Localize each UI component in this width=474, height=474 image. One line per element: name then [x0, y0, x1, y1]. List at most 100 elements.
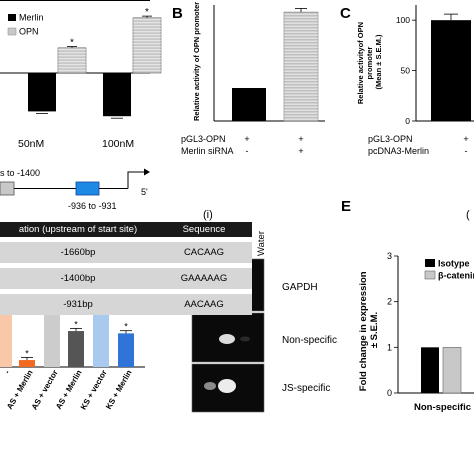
gel-lane-label-water: Water	[256, 231, 267, 256]
panel-label-c: C	[340, 5, 351, 22]
legend-swatch-beta-catenin	[424, 270, 436, 280]
legend-label-merlin: Merlin	[19, 13, 44, 23]
chart-c: C Relative activityof OPN promoter (Mean…	[340, 5, 474, 156]
chart-e-y-tick-label: 1	[387, 342, 392, 352]
gel-row-label-non-specific: Non-specific	[282, 335, 337, 346]
panel-label-b: B	[172, 5, 183, 22]
bar-opn-1	[132, 17, 162, 74]
chart-b-ylabel-line: Relative activity of OPN promoter ± S.E.…	[192, 0, 201, 121]
legend-swatch-merlin	[8, 14, 16, 21]
promoter-site-label: -936 to -931	[68, 201, 117, 211]
table-row: -1400bp GAAAAAG	[0, 263, 252, 292]
chart-b-row-label-pgl3: pGL3-OPN	[181, 134, 226, 144]
sequence-table-header-sequence: Sequence	[156, 222, 252, 240]
chart-e: E ( Fold change in expression ± S.E.M. 3…	[341, 198, 474, 413]
sequence-motif-cell: AACAAG	[156, 289, 252, 315]
bar-b-1	[232, 88, 266, 121]
chart-b-row-label-sirna: Merlin siRNA	[181, 146, 234, 156]
chart-c-cond-1-1: +	[463, 134, 468, 144]
chart-c-ylabel-line-1: Relative activityof OPN	[356, 22, 365, 104]
chart-e-x-tick-label: Non-specific	[414, 402, 471, 413]
chart-b: B Relative activity of OPN promoter ± S.…	[172, 0, 325, 156]
gel-band-nonspecific-igg	[240, 336, 250, 342]
bar-merlin-0	[28, 73, 56, 112]
bar-a-bottom-1	[19, 360, 35, 367]
promoter-arrowhead	[144, 168, 150, 176]
chart-c-row-label-merlin: pcDNA3-Merlin	[368, 146, 429, 156]
gel-band-js-input	[218, 379, 236, 393]
gel-strip-non-specific	[191, 312, 265, 363]
sequence-motif-cell: CACAAG	[156, 237, 252, 266]
table-row: -931bp AACAAG	[0, 289, 252, 315]
sequence-table-header-location: ation (upstream of start site)	[0, 222, 156, 240]
promoter-range-label: s to -1400	[0, 168, 40, 178]
x-tick-label-100nm: 100nM	[102, 138, 134, 150]
bar-opn-0	[57, 47, 87, 74]
sequence-table: ation (upstream of start site) Sequence …	[0, 222, 252, 315]
significance-star: *	[74, 319, 78, 329]
bar-e-1	[442, 347, 462, 394]
gel-row-label-gapdh: GAPDH	[282, 282, 318, 293]
chart-c-row-label-pgl3: pGL3-OPN	[368, 134, 413, 144]
panel-label-e: E	[341, 198, 351, 215]
sequence-motif-cell: GAAAAAG	[156, 263, 252, 292]
chart-c-cond-2-1: -	[465, 146, 468, 156]
legend-label-opn: OPN	[19, 27, 39, 37]
x-tick-label-a-bottom: KS + Merlin	[104, 368, 134, 411]
legend-label-isotype: Isotype	[438, 259, 470, 269]
sequence-position-cell: -931bp	[0, 289, 156, 315]
sequence-table-header: ation (upstream of start site) Sequence	[0, 222, 252, 240]
legend-label-beta-catenin: β-catenin	[438, 271, 474, 281]
bar-e-0	[421, 347, 439, 393]
significance-star: *	[124, 322, 128, 332]
table-row: -1660bp CACAAG	[0, 237, 252, 266]
chart-c-y-tick-label: 0	[405, 116, 410, 126]
bar-b-2	[283, 11, 319, 122]
sequence-position-cell: -1660bp	[0, 237, 156, 266]
legend-swatch-isotype	[425, 259, 435, 267]
chart-e-subpanel-label: (	[466, 209, 470, 221]
chart-c-y-tick-label: 100	[396, 15, 410, 25]
x-tick-label-50nm: 50nM	[18, 138, 44, 150]
chart-c-ylabel: Relative activityof OPN promoter (Mean ±…	[356, 20, 383, 104]
promoter-start-arrow	[127, 171, 144, 189]
gel-row-label-js-specific: JS-specific	[282, 383, 330, 394]
chart-b-cond-1-1: +	[244, 134, 249, 144]
chart-b-cond-2-2: +	[298, 146, 303, 156]
sequence-position-cell: -1400bp	[0, 263, 156, 292]
gel-band-js-chip	[204, 382, 216, 390]
bar-a-bottom-2	[44, 310, 60, 367]
chart-e-ylabel-line-1: Fold change in expression	[358, 271, 369, 391]
chart-e-y-tick-label: 3	[387, 251, 392, 261]
bar-a-bottom-3	[68, 331, 84, 367]
gel-band-nonspecific-input	[219, 334, 235, 344]
chart-b-cond-1-2: +	[298, 134, 303, 144]
promoter-box-blue	[75, 181, 100, 196]
chart-e-y-tick-label: 2	[387, 297, 392, 307]
chart-c-ylabel-line-2: promoter	[365, 47, 374, 80]
bar-a-bottom-5	[118, 333, 134, 367]
promoter-5prime-label: 5'	[141, 187, 148, 197]
bar-c-1	[431, 20, 471, 122]
chart-b-cond-2-1: -	[246, 146, 249, 156]
significance-star: *	[70, 38, 74, 49]
chart-c-y-tick-label: 50	[401, 66, 411, 76]
significance-star: *	[145, 7, 149, 18]
chart-e-y-tick-label: 0	[387, 388, 392, 398]
gel-subpanel-label: (i)	[203, 209, 213, 221]
promoter-map: s to -1400 5' -936 to -931	[0, 168, 150, 211]
chart-a-top: * * Merlin OPN 50nM 100nM	[0, 0, 162, 150]
chart-e-ylabel-line-2: ± S.E.M.	[369, 312, 380, 348]
bar-merlin-1	[103, 73, 131, 117]
x-tick-label-a-bottom: -	[3, 368, 12, 375]
chart-c-ylabel-line-3: (Mean ± S.E.M.)	[374, 34, 383, 89]
bar-a-bottom-0	[0, 311, 12, 367]
legend-swatch-opn	[7, 27, 17, 36]
promoter-box-grey	[0, 181, 15, 196]
chart-e-ylabel: Fold change in expression ± S.E.M.	[358, 269, 380, 391]
bar-a-bottom-4	[93, 310, 109, 367]
chart-b-ylabel: Relative activity of OPN promoter ± S.E.…	[192, 0, 201, 121]
significance-star: *	[25, 348, 29, 358]
